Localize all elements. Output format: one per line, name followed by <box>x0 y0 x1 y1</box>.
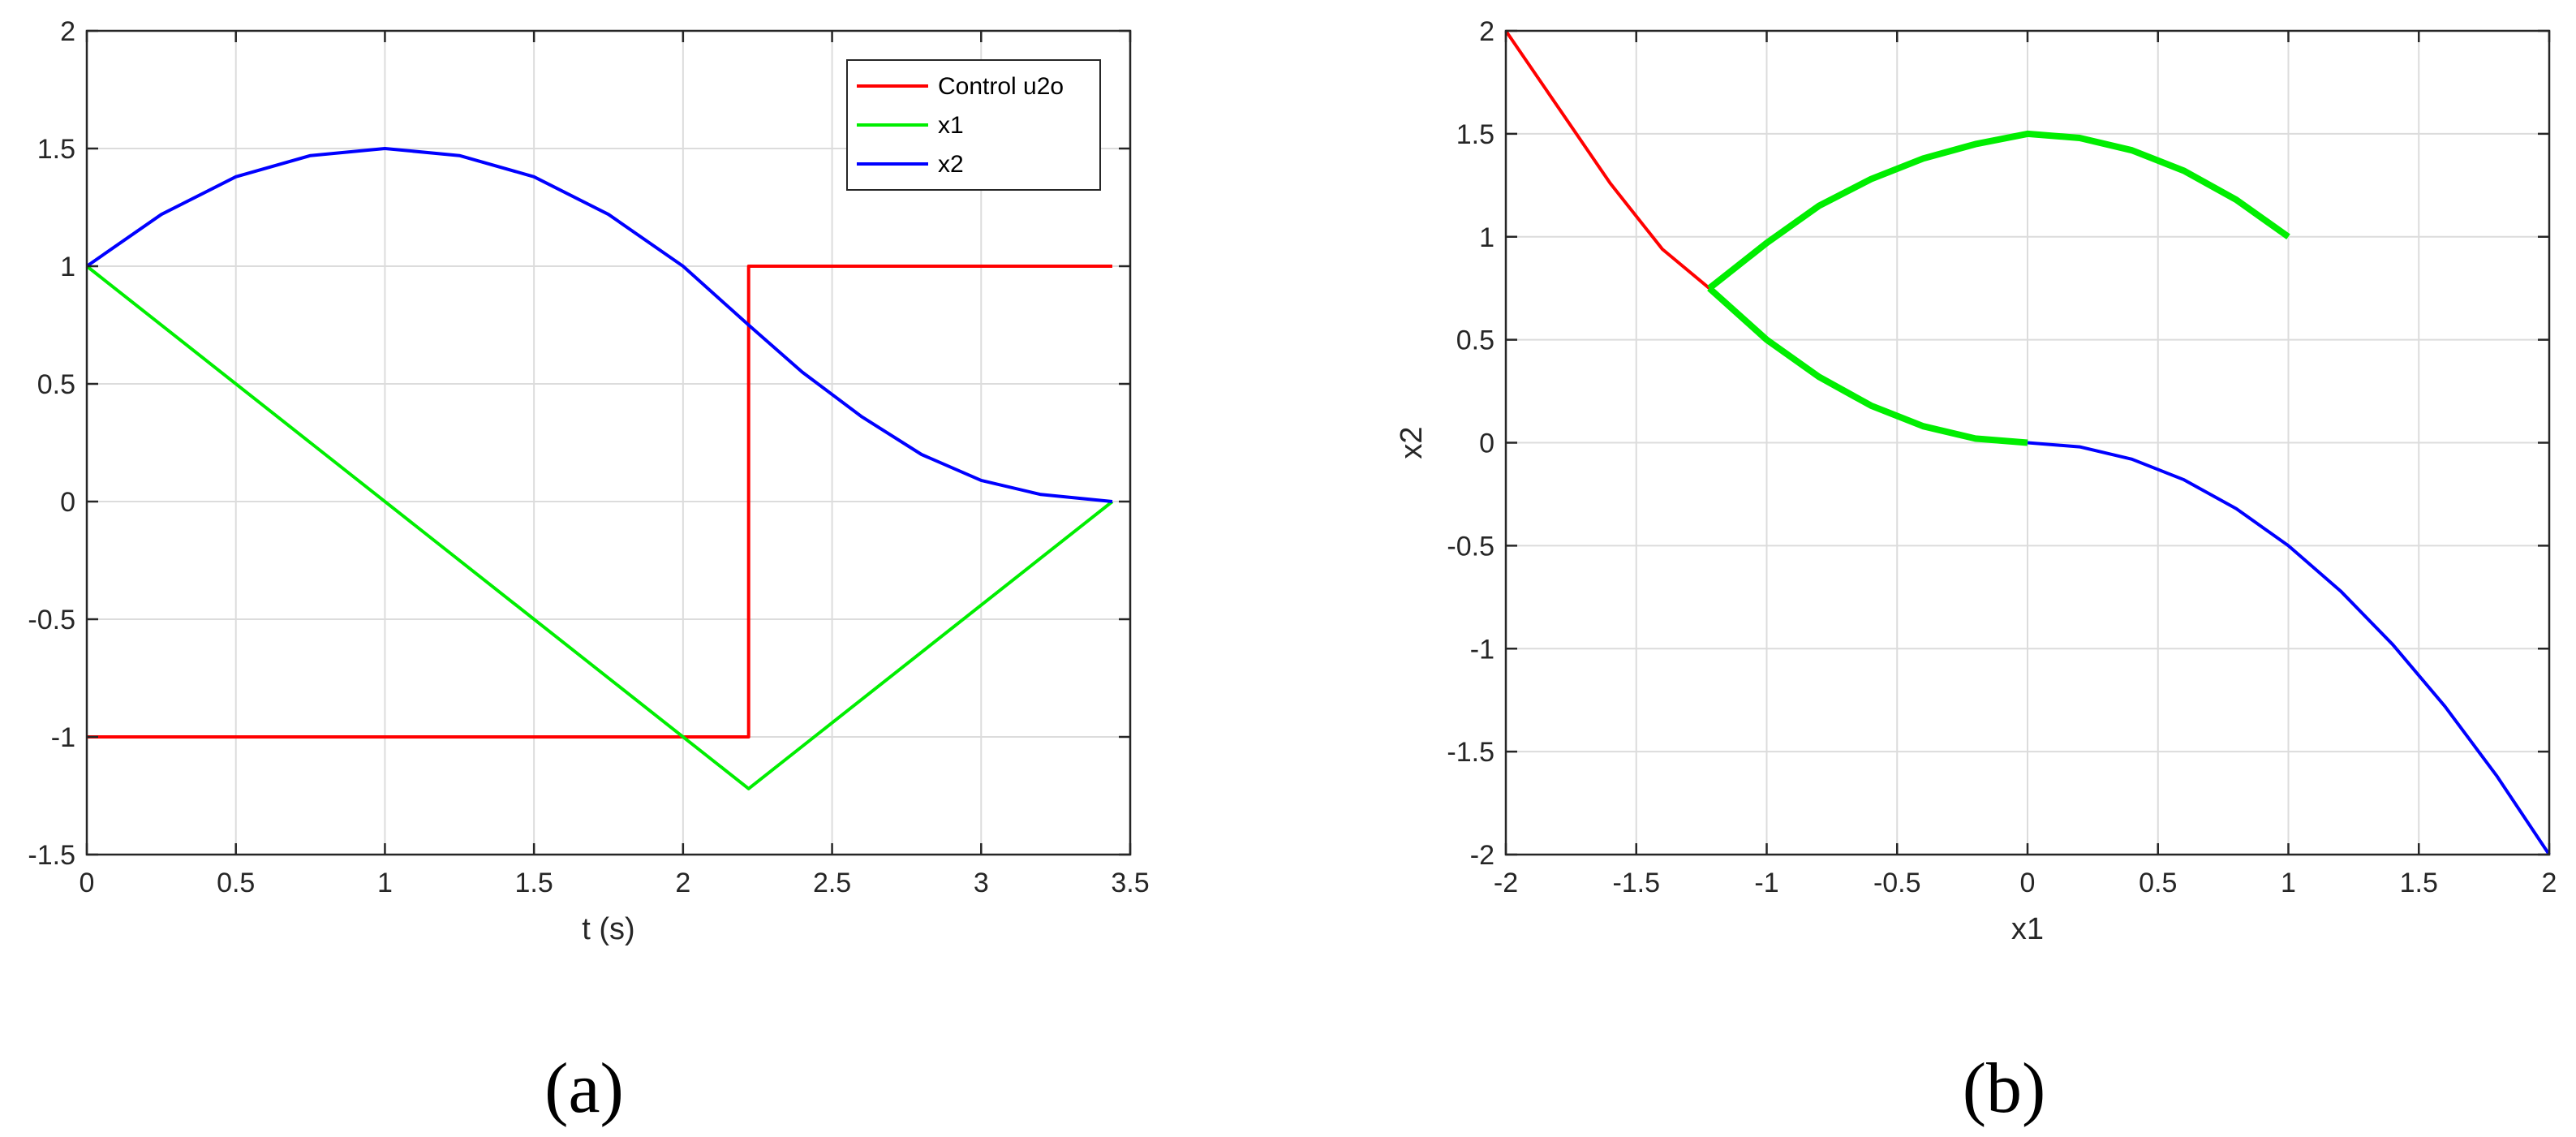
series-line-control-u2o <box>87 265 1112 739</box>
axes-box <box>85 29 1132 856</box>
y-tick-label: -0.5 <box>1447 531 1494 562</box>
x-tick-label: -2 <box>1494 868 1518 898</box>
chart-panel-b: -2 -1.5 -1 -0.5 0 0.5 1 1.5 2 -2 -1.5 -1 -0.5 0 0.5 1 1.… <box>1395 16 2557 1128</box>
x-tick-label: -0.5 <box>1873 868 1921 898</box>
y-tick-label: 0 <box>60 487 75 518</box>
x-tick-label: 0 <box>2020 868 2036 898</box>
y-tick-label: -2 <box>1470 840 1494 871</box>
y-tick-label: 0.5 <box>37 369 75 400</box>
y-tick-label: 0 <box>1479 429 1494 459</box>
legend-label: x2 <box>938 151 964 178</box>
series-line-1-1 <box>2027 441 2551 856</box>
legend-label: Control u2o <box>938 73 1064 100</box>
series-line-1-2 <box>1707 286 2028 446</box>
series-line-x1 <box>85 265 1114 790</box>
y-tick-label: 2 <box>1479 16 1494 47</box>
y-tick-label: 1 <box>60 252 75 282</box>
x-tick-label: 2 <box>2542 868 2557 898</box>
y-tick-label: -1.5 <box>1447 737 1494 768</box>
x-tick-label: -1 <box>1754 868 1778 898</box>
x-tick-label: 0.5 <box>217 868 255 898</box>
panel-caption: (a) <box>544 1049 624 1128</box>
chart-panel-a: 0 0.5 1 1.5 2 2.5 3 3.5 -1.5 -1 -0.5 0 0.5 1 1.5 2 t (s)… <box>28 16 1149 1128</box>
series-line-x2 <box>85 147 1113 503</box>
x-tick-label: -1.5 <box>1612 868 1660 898</box>
y-tick-label: 2 <box>60 16 75 47</box>
y-tick-label: 1.5 <box>1456 119 1494 150</box>
x-tick-label: 0 <box>80 868 95 898</box>
x-tick-label: 1.5 <box>515 868 553 898</box>
series-line-1-3 <box>1707 130 2290 291</box>
x-tick-label: 1 <box>2281 868 2296 898</box>
x-tick-label: 2 <box>675 868 690 898</box>
y-tick-label: 0.5 <box>1456 325 1494 356</box>
y-tick-label: 1 <box>1479 222 1494 253</box>
x-tick-label: 1 <box>377 868 393 898</box>
y-tick-label: -1 <box>51 722 75 753</box>
y-tick-label: -1.5 <box>28 840 75 871</box>
x-tick-label: 2.5 <box>813 868 851 898</box>
x-tick-label: 1.5 <box>2400 868 2438 898</box>
x-axis-label: x1 <box>2011 912 2044 946</box>
panel-caption: (b) <box>1963 1049 2046 1128</box>
y-tick-label: 1.5 <box>37 134 75 165</box>
x-tick-label: 3.5 <box>1111 868 1149 898</box>
y-tick-label: -0.5 <box>28 605 75 635</box>
y-axis-label: x2 <box>1395 426 1429 459</box>
x-axis-label: t (s) <box>582 912 634 946</box>
legend: Control u2o x1 x2 <box>846 59 1101 191</box>
series-line-1-0 <box>1504 29 1711 290</box>
legend-label: x1 <box>938 112 964 139</box>
y-tick-label: -1 <box>1470 634 1494 665</box>
x-tick-label: 3 <box>974 868 989 898</box>
x-tick-label: 0.5 <box>2139 868 2177 898</box>
